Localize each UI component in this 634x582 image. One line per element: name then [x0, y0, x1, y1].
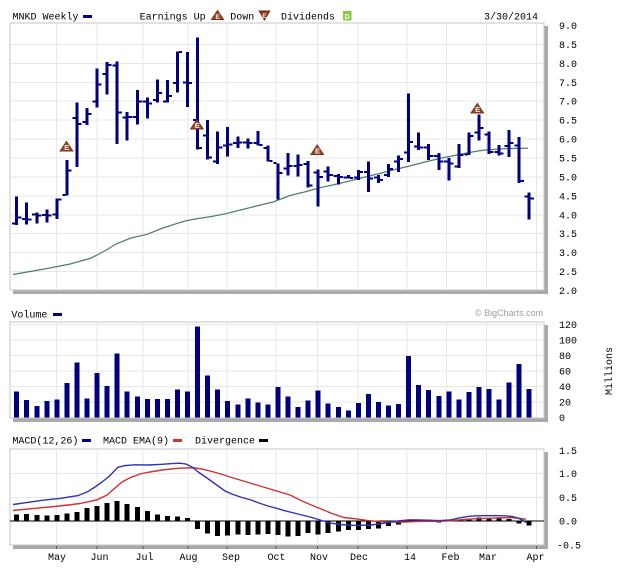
svg-text:80: 80	[559, 352, 571, 363]
svg-text:Jun: Jun	[90, 553, 108, 564]
svg-text:Divergence: Divergence	[195, 436, 255, 448]
svg-text:60: 60	[559, 368, 571, 379]
svg-text:May: May	[48, 553, 66, 564]
svg-text:7.0: 7.0	[559, 98, 577, 109]
svg-text:20: 20	[559, 399, 571, 410]
svg-text:E: E	[216, 14, 221, 21]
svg-text:0.0: 0.0	[559, 518, 577, 529]
svg-text:8.5: 8.5	[559, 41, 577, 52]
svg-text:120: 120	[559, 321, 577, 332]
svg-text:Down: Down	[230, 13, 254, 24]
svg-text:MACD(12,26): MACD(12,26)	[12, 436, 78, 448]
svg-text:Apr: Apr	[526, 553, 544, 564]
svg-text:-0.5: -0.5	[557, 541, 581, 552]
svg-text:E: E	[195, 121, 200, 130]
svg-text:Nov: Nov	[310, 553, 328, 564]
svg-text:Dec: Dec	[350, 553, 368, 564]
svg-text:MNKD Weekly: MNKD Weekly	[13, 12, 79, 24]
svg-text:7.5: 7.5	[559, 79, 577, 90]
svg-text:© BigCharts.com: © BigCharts.com	[475, 308, 543, 318]
svg-text:4.5: 4.5	[559, 192, 577, 203]
svg-text:100: 100	[559, 337, 577, 348]
svg-text:4.0: 4.0	[559, 211, 577, 222]
svg-text:0.5: 0.5	[559, 494, 577, 505]
svg-text:E: E	[262, 13, 267, 20]
svg-text:Aug: Aug	[179, 553, 197, 564]
svg-text:2.5: 2.5	[559, 268, 577, 279]
svg-text:40: 40	[559, 383, 571, 394]
svg-text:5.0: 5.0	[559, 173, 577, 184]
svg-text:2.0: 2.0	[559, 287, 577, 298]
svg-text:Sep: Sep	[222, 553, 240, 564]
svg-text:3.0: 3.0	[559, 249, 577, 260]
svg-text:0: 0	[559, 414, 565, 425]
svg-text:14: 14	[404, 553, 416, 564]
svg-text:E: E	[475, 105, 480, 114]
svg-text:Jul: Jul	[135, 552, 153, 564]
svg-text:Mar: Mar	[479, 553, 497, 564]
svg-text:8.0: 8.0	[559, 60, 577, 71]
svg-text:MACD EMA(9): MACD EMA(9)	[103, 436, 169, 448]
svg-text:5.5: 5.5	[559, 155, 577, 166]
svg-text:9.0: 9.0	[559, 22, 577, 33]
svg-text:Earnings Up: Earnings Up	[140, 12, 206, 24]
svg-text:Volume: Volume	[11, 310, 47, 322]
svg-text:E: E	[315, 146, 320, 155]
svg-text:D: D	[345, 14, 350, 21]
svg-text:Oct: Oct	[267, 553, 285, 564]
svg-text:6.5: 6.5	[559, 117, 577, 128]
svg-text:3.5: 3.5	[559, 230, 577, 241]
svg-text:6.0: 6.0	[559, 136, 577, 147]
svg-text:3/30/2014: 3/30/2014	[484, 12, 538, 24]
svg-text:E: E	[64, 143, 69, 152]
svg-text:Feb: Feb	[441, 552, 459, 564]
svg-text:1.5: 1.5	[559, 447, 577, 458]
svg-text:1.0: 1.0	[559, 470, 577, 481]
svg-text:Millions: Millions	[604, 347, 616, 395]
svg-text:Dividends: Dividends	[281, 12, 335, 24]
